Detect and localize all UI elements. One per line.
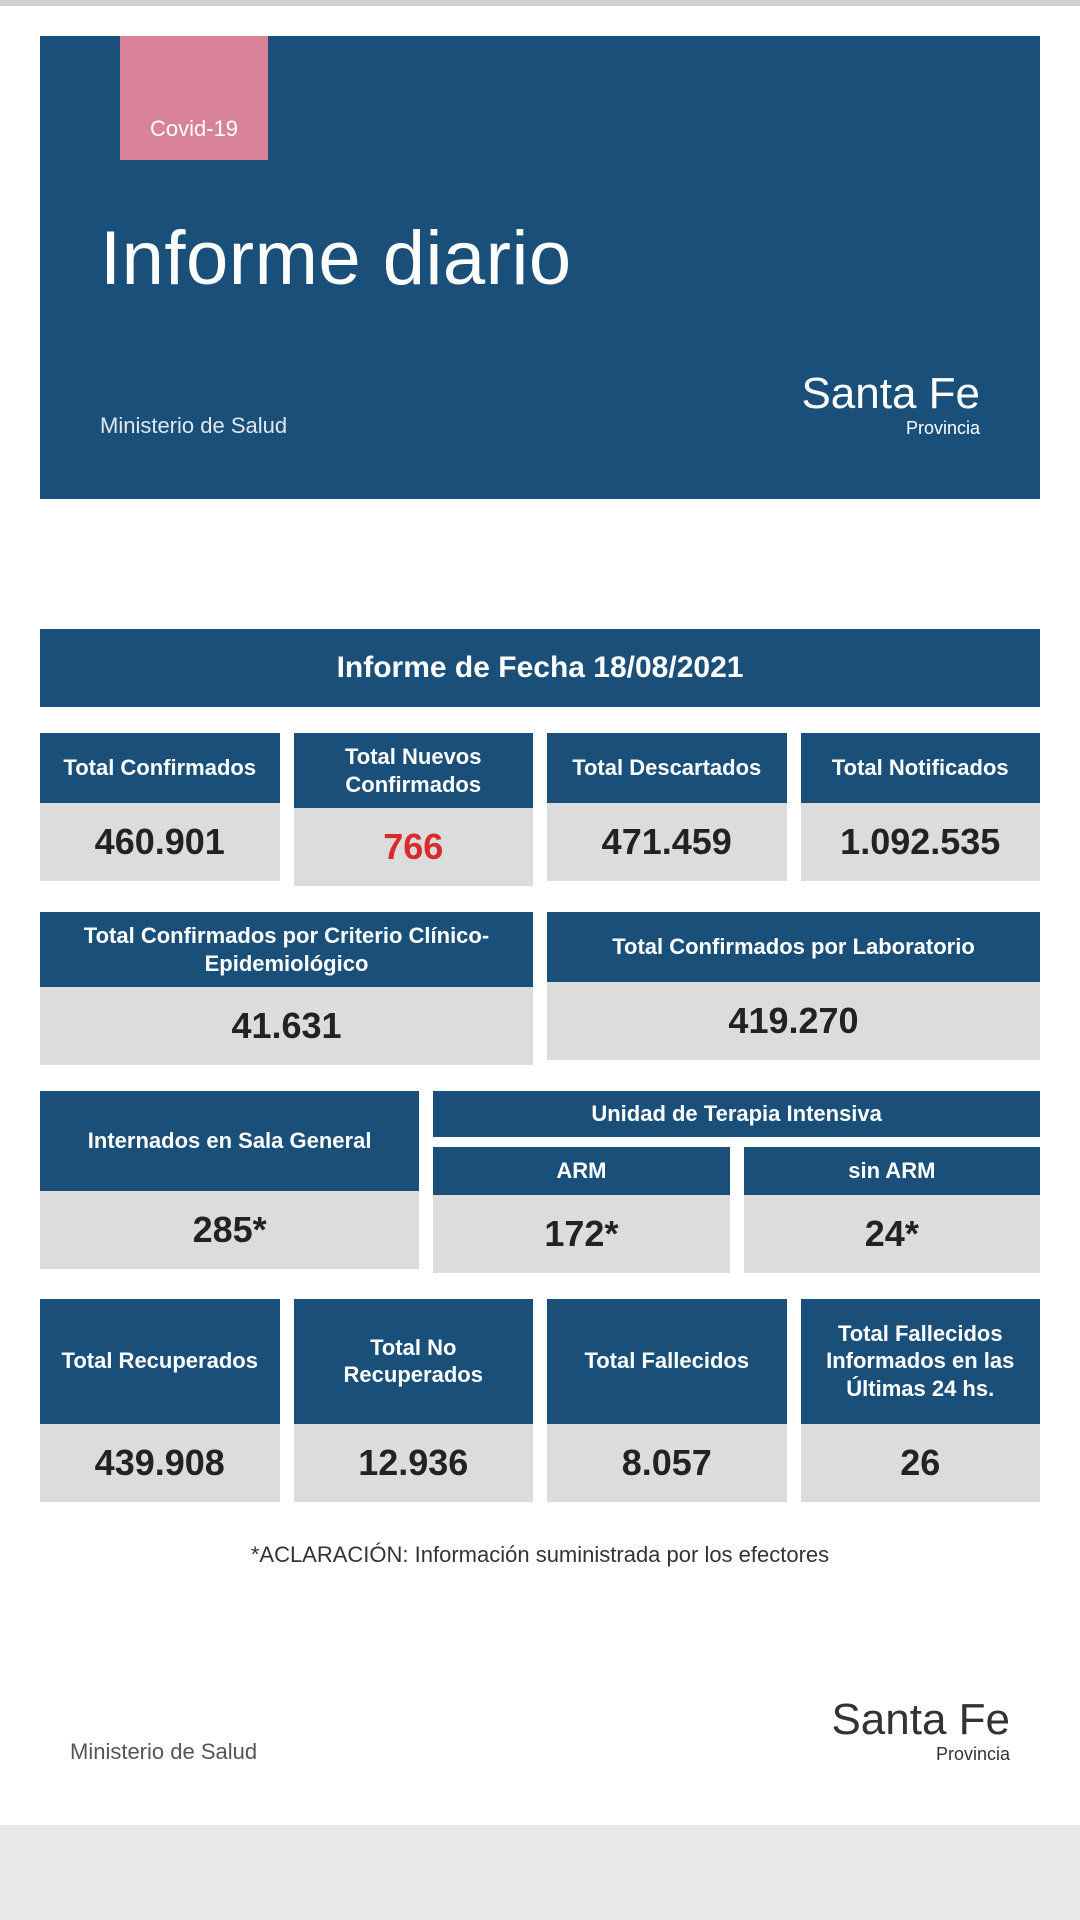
uti-group: Unidad de Terapia Intensiva ARM 172* sin… bbox=[433, 1091, 1040, 1273]
report-title: Informe diario bbox=[100, 215, 980, 302]
covid-badge: Covid-19 bbox=[120, 36, 268, 160]
stat-value: 172* bbox=[433, 1195, 729, 1273]
stat-recuperados: Total Recuperados 439.908 bbox=[40, 1299, 280, 1502]
stat-label: Total Fallecidos Informados en las Últim… bbox=[801, 1299, 1041, 1424]
stat-criterio-clinico: Total Confirmados por Criterio Clínico-E… bbox=[40, 912, 533, 1065]
stat-value: 285* bbox=[40, 1191, 419, 1269]
stat-value: 766 bbox=[294, 808, 534, 886]
content: Covid-19 Informe diario Ministerio de Sa… bbox=[0, 6, 1080, 1765]
stat-notificados: Total Notificados 1.092.535 bbox=[801, 733, 1041, 886]
stat-label: Internados en Sala General bbox=[40, 1091, 419, 1191]
stat-label: Total Confirmados por Laboratorio bbox=[547, 912, 1040, 982]
stats-row-2: Total Confirmados por Criterio Clínico-E… bbox=[40, 912, 1040, 1065]
stat-laboratorio: Total Confirmados por Laboratorio 419.27… bbox=[547, 912, 1040, 1065]
stat-nuevos-confirmados: Total Nuevos Confirmados 766 bbox=[294, 733, 534, 886]
stat-no-recuperados: Total No Recuperados 12.936 bbox=[294, 1299, 534, 1502]
stat-label: Total Notificados bbox=[801, 733, 1041, 803]
stats-row-1: Total Confirmados 460.901 Total Nuevos C… bbox=[40, 733, 1040, 886]
footer-ministry: Ministerio de Salud bbox=[70, 1739, 257, 1765]
stat-label: ARM bbox=[433, 1147, 729, 1195]
stat-label: Total No Recuperados bbox=[294, 1299, 534, 1424]
province-brand: Santa Fe Provincia bbox=[801, 372, 980, 439]
stat-label: Total Fallecidos bbox=[547, 1299, 787, 1424]
footnote: *ACLARACIÓN: Información suministrada po… bbox=[40, 1542, 1040, 1568]
stat-label: Total Confirmados bbox=[40, 733, 280, 803]
footer-brand: Santa Fe Provincia bbox=[831, 1698, 1010, 1765]
brand-name: Santa Fe bbox=[801, 372, 980, 416]
stat-value: 24* bbox=[744, 1195, 1040, 1273]
stat-value: 26 bbox=[801, 1424, 1041, 1502]
brand-sub: Provincia bbox=[801, 418, 980, 439]
stat-uti-sin-arm: sin ARM 24* bbox=[744, 1147, 1040, 1273]
stat-value: 460.901 bbox=[40, 803, 280, 881]
stat-uti-arm: ARM 172* bbox=[433, 1147, 729, 1273]
stat-label: Total Nuevos Confirmados bbox=[294, 733, 534, 808]
hero-banner: Covid-19 Informe diario Ministerio de Sa… bbox=[40, 36, 1040, 499]
footer: Ministerio de Salud Santa Fe Provincia bbox=[40, 1698, 1040, 1765]
stat-value: 1.092.535 bbox=[801, 803, 1041, 881]
stats-row-3: Internados en Sala General 285* Unidad d… bbox=[40, 1091, 1040, 1273]
stat-fallecidos-24h: Total Fallecidos Informados en las Últim… bbox=[801, 1299, 1041, 1502]
ministry-label: Ministerio de Salud bbox=[100, 413, 287, 439]
stat-label: Total Confirmados por Criterio Clínico-E… bbox=[40, 912, 533, 987]
stats-row-4: Total Recuperados 439.908 Total No Recup… bbox=[40, 1299, 1040, 1502]
stat-label: Total Recuperados bbox=[40, 1299, 280, 1424]
uti-group-label: Unidad de Terapia Intensiva bbox=[433, 1091, 1040, 1137]
stat-value: 439.908 bbox=[40, 1424, 280, 1502]
page: Covid-19 Informe diario Ministerio de Sa… bbox=[0, 0, 1080, 1825]
stat-label: Total Descartados bbox=[547, 733, 787, 803]
stat-value: 419.270 bbox=[547, 982, 1040, 1060]
stat-descartados: Total Descartados 471.459 bbox=[547, 733, 787, 886]
hero-bottom-row: Ministerio de Salud Santa Fe Provincia bbox=[100, 372, 980, 439]
stat-total-confirmados: Total Confirmados 460.901 bbox=[40, 733, 280, 886]
footer-brand-name: Santa Fe bbox=[831, 1698, 1010, 1742]
stat-value: 471.459 bbox=[547, 803, 787, 881]
uti-subrow: ARM 172* sin ARM 24* bbox=[433, 1147, 1040, 1273]
stat-label: sin ARM bbox=[744, 1147, 1040, 1195]
stat-value: 41.631 bbox=[40, 987, 533, 1065]
report-date-bar: Informe de Fecha 18/08/2021 bbox=[40, 629, 1040, 707]
stat-fallecidos: Total Fallecidos 8.057 bbox=[547, 1299, 787, 1502]
stat-value: 12.936 bbox=[294, 1424, 534, 1502]
stat-value: 8.057 bbox=[547, 1424, 787, 1502]
footer-brand-sub: Provincia bbox=[831, 1744, 1010, 1765]
stat-internados-general: Internados en Sala General 285* bbox=[40, 1091, 419, 1273]
